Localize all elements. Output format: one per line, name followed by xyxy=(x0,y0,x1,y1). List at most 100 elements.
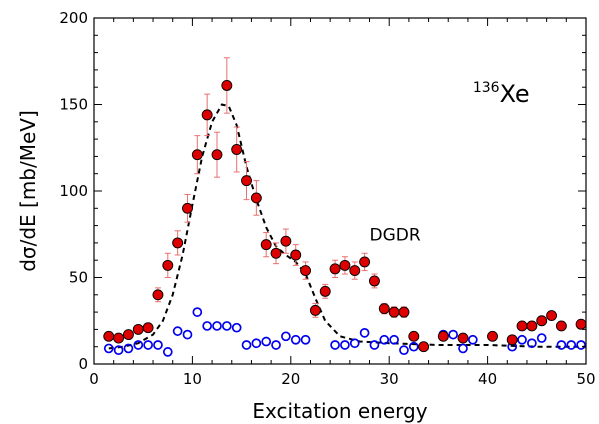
open-point xyxy=(300,334,311,345)
filled-point xyxy=(546,310,558,322)
filled-point xyxy=(113,332,125,344)
filled-point xyxy=(575,318,586,330)
open-point xyxy=(192,307,203,317)
filled-point xyxy=(211,149,223,161)
annotation-xe-superscript: 136 xyxy=(473,80,500,96)
filled-point xyxy=(182,202,193,214)
filled-point xyxy=(349,265,361,277)
filled-point xyxy=(152,289,164,301)
filled-point xyxy=(191,149,203,161)
open-point xyxy=(389,334,399,345)
open-point xyxy=(281,331,291,342)
open-point xyxy=(172,326,183,336)
open-point xyxy=(153,340,163,350)
filled-point xyxy=(172,237,184,249)
filled-point xyxy=(339,259,351,271)
annotation-xe: 136Xe xyxy=(473,80,530,108)
x-axis-label: Excitation energy xyxy=(252,399,427,423)
open-point xyxy=(212,321,222,331)
filled-point xyxy=(378,303,390,315)
x-tick-label: 40 xyxy=(478,370,497,388)
filled-point xyxy=(309,304,321,316)
open-point xyxy=(241,340,252,350)
open-point xyxy=(467,334,478,345)
open-point xyxy=(221,321,232,331)
plot-frame xyxy=(93,17,587,365)
open-point xyxy=(123,343,134,354)
filled-point xyxy=(132,323,144,335)
open-point xyxy=(379,334,390,345)
open-point xyxy=(162,347,173,357)
filled-point xyxy=(260,239,272,251)
filled-point xyxy=(388,306,400,318)
open-point xyxy=(340,340,350,350)
filled-point xyxy=(555,320,567,332)
filled-point xyxy=(368,275,380,287)
open-point xyxy=(517,334,527,345)
open-point xyxy=(271,340,281,350)
filled-point xyxy=(457,332,469,344)
open-point xyxy=(369,340,380,350)
filled-point xyxy=(398,306,410,318)
filled-point xyxy=(516,320,528,332)
y-tick-label: 100 xyxy=(59,182,88,200)
open-point xyxy=(536,333,547,343)
annotation-xe-text: Xe xyxy=(500,80,530,108)
x-tick-label: 50 xyxy=(576,370,595,388)
open-point xyxy=(113,345,124,356)
open-point xyxy=(399,345,409,356)
filled-point xyxy=(319,285,331,297)
y-tick-label: 0 xyxy=(78,355,88,373)
filled-point xyxy=(506,334,518,346)
filled-point xyxy=(418,341,430,353)
open-point xyxy=(251,338,262,349)
open-point xyxy=(103,343,114,354)
filled-point xyxy=(270,247,282,259)
open-point xyxy=(290,334,301,345)
y-axis-label: dσ/dE [mb/MeV] xyxy=(16,110,40,272)
open-point xyxy=(566,340,577,350)
open-point xyxy=(349,338,360,349)
filled-point xyxy=(437,330,449,342)
filled-point xyxy=(122,329,134,341)
x-tick-label: 30 xyxy=(380,370,399,388)
filled-point xyxy=(231,144,243,155)
filled-point xyxy=(408,330,420,342)
open-point xyxy=(448,329,459,340)
open-point xyxy=(527,338,537,349)
filled-point xyxy=(250,192,262,204)
filled-point xyxy=(103,330,115,342)
filled-point xyxy=(162,259,174,271)
filled-point xyxy=(290,249,302,261)
filled-point xyxy=(201,109,213,121)
open-point xyxy=(408,341,419,352)
filled-point xyxy=(359,256,371,268)
open-point xyxy=(202,321,213,331)
open-point xyxy=(556,340,567,350)
x-tick-label: 20 xyxy=(281,370,300,388)
x-tick-label: 10 xyxy=(183,370,202,388)
annotation-dgdr: DGDR xyxy=(370,225,421,245)
open-point xyxy=(143,340,153,350)
open-point xyxy=(359,328,370,338)
filled-point xyxy=(280,235,292,247)
filled-point xyxy=(300,265,312,277)
fit-curve xyxy=(108,103,586,350)
x-tick-label: 0 xyxy=(89,370,99,388)
filled-point xyxy=(221,80,233,91)
open-point xyxy=(261,336,272,347)
y-tick-label: 200 xyxy=(59,9,88,27)
open-point xyxy=(330,340,340,350)
axis-ticks: 0 10 20 30 40 50 0 50 100 150 200 xyxy=(59,9,595,388)
filled-point xyxy=(487,330,498,342)
filled-point xyxy=(142,322,154,334)
open-point xyxy=(231,322,242,333)
open-point xyxy=(133,340,144,350)
open-point xyxy=(458,343,468,354)
open-point xyxy=(182,329,193,340)
y-tick-label: 150 xyxy=(59,96,88,114)
filled-point xyxy=(241,175,252,187)
filled-point xyxy=(329,263,341,275)
open-point xyxy=(576,340,586,350)
